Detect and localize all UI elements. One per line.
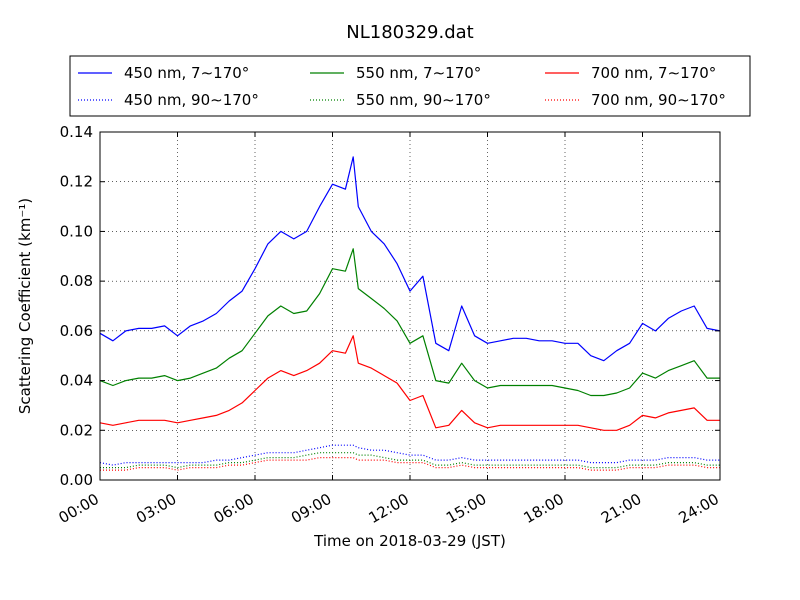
series-lines <box>99 156 721 471</box>
legend: 450 nm, 7∼170° 450 nm, 90∼170° 550 nm, 7∼1… <box>69 55 751 117</box>
series-line-3 <box>99 248 720 397</box>
y-tick-label: 0.14 <box>60 123 93 141</box>
legend-label: 550 nm, 90∼170° <box>356 91 491 109</box>
legend-box <box>69 55 751 117</box>
legend-label: 550 nm, 7∼170° <box>356 64 481 82</box>
series-line-5 <box>99 335 720 431</box>
series-line-1 <box>99 156 721 362</box>
y-tick-label: 0.12 <box>60 173 93 191</box>
legend-label: 450 nm, 90∼170° <box>124 91 259 109</box>
y-tick-label: 0.04 <box>60 372 93 390</box>
y-tick-label: 0.06 <box>60 322 93 340</box>
chart-title: NL180329.dat <box>346 22 473 43</box>
legend-label: 450 nm, 7∼170° <box>124 64 249 82</box>
legend-label: 700 nm, 7∼170° <box>591 64 716 82</box>
y-axis-label: Scattering Coefficient (km⁻¹) <box>16 198 34 414</box>
legend-label: 700 nm, 90∼170° <box>591 91 726 109</box>
y-tick-label: 0.02 <box>60 421 93 439</box>
series-line-2 <box>99 444 720 466</box>
y-tick-label: 0.00 <box>60 471 93 489</box>
y-tick-label: 0.10 <box>60 222 93 240</box>
x-axis-label: Time on 2018-03-29 (JST) <box>313 532 506 550</box>
series-line-6 <box>100 457 720 471</box>
series-line-4 <box>100 452 720 469</box>
y-tick-label: 0.08 <box>60 272 93 290</box>
